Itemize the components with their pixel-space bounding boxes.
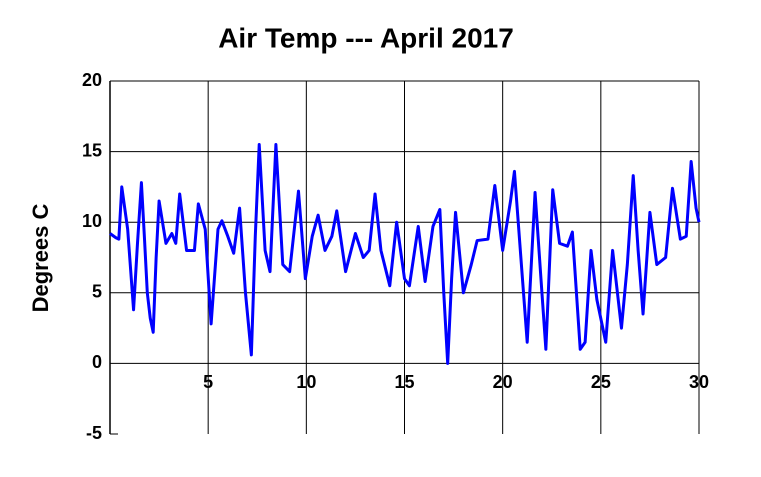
y-tick-label: 10 bbox=[82, 211, 102, 231]
y-tick-label: 15 bbox=[82, 140, 102, 160]
y-tick-label: -5 bbox=[86, 423, 102, 443]
data-line bbox=[109, 143, 701, 365]
y-tick-label: 20 bbox=[82, 70, 102, 90]
y-axis-label: Degrees C bbox=[28, 203, 53, 312]
chart-title: Air Temp --- April 2017 bbox=[218, 22, 514, 53]
y-tick-label: 5 bbox=[92, 282, 102, 302]
y-tick-label: 0 bbox=[92, 352, 102, 372]
